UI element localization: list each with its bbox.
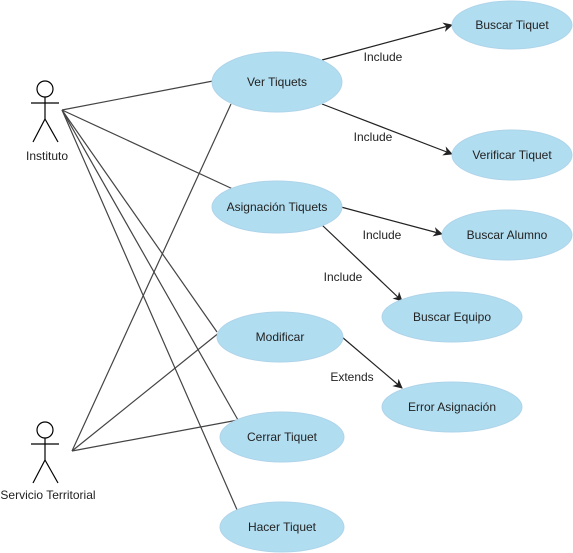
assoc-servicio-cerrar [71,419,239,452]
usecase-label: Error Asignación [408,400,496,414]
assoc-instituto-modificar [61,109,218,333]
actor-leg-left [32,459,46,484]
include-label: Include [354,130,393,144]
extends-arrow-error-asignacion [341,336,403,389]
actor-leg-right [44,118,59,143]
include-arrow-buscar-alumno [340,206,443,237]
usecase-buscar-tiquet[interactable]: Buscar Tiquet [451,0,573,50]
actor-instituto[interactable] [31,80,59,143]
usecase-verificar-tiquet[interactable]: Verificar Tiquet [451,129,573,181]
usecase-modificar[interactable]: Modificar [216,311,344,363]
extends-label: Extends [330,370,373,384]
actor-instituto-label: Instituto [26,149,68,163]
usecase-error-asignacion[interactable]: Error Asignación [381,381,523,433]
include-arrow-buscar-equipo [321,224,403,302]
usecase-label: Ver Tiquets [247,75,307,89]
assoc-instituto-cerrar [61,109,239,421]
usecase-buscar-alumno[interactable]: Buscar Alumno [441,209,573,261]
usecase-label: Buscar Equipo [413,310,491,324]
assoc-servicio-modificar [71,331,221,452]
usecase-buscar-equipo[interactable]: Buscar Equipo [381,291,523,343]
include-label: Include [363,228,402,242]
usecase-asignacion-tiquets[interactable]: Asignación Tiquets [211,180,343,234]
usecase-hacer-tiquet[interactable]: Hacer Tiquet [219,501,345,553]
usecase-ver-tiquets[interactable]: Ver Tiquets [211,51,343,113]
assoc-instituto-asignacion [61,109,236,191]
usecase-cerrar-tiquet[interactable]: Cerrar Tiquet [219,411,345,463]
actor-leg-left [32,118,46,143]
actor-servicio-territorial[interactable] [31,421,59,484]
include-arrow-verificar-tiquet [321,103,453,156]
assoc-instituto-hacer [61,109,239,513]
usecase-label: Asignación Tiquets [227,200,328,214]
include-label: Include [324,270,363,284]
include-arrow-buscar-tiquet [321,22,453,61]
include-label: Include [364,50,403,64]
actor-head [36,80,54,98]
usecase-label: Modificar [256,330,305,344]
usecase-label: Cerrar Tiquet [247,430,318,444]
usecase-label: Verificar Tiquet [472,148,552,162]
actor-leg-right [44,459,59,484]
assoc-instituto-ver-tiquets [61,80,214,111]
usecase-label: Hacer Tiquet [248,520,317,534]
actor-head [36,421,54,439]
usecase-label: Buscar Alumno [467,228,548,242]
actor-servicio-territorial-label: Servicio Territorial [0,488,95,502]
assoc-servicio-ver-tiquets [71,103,232,452]
usecase-label: Buscar Tiquet [475,18,549,32]
